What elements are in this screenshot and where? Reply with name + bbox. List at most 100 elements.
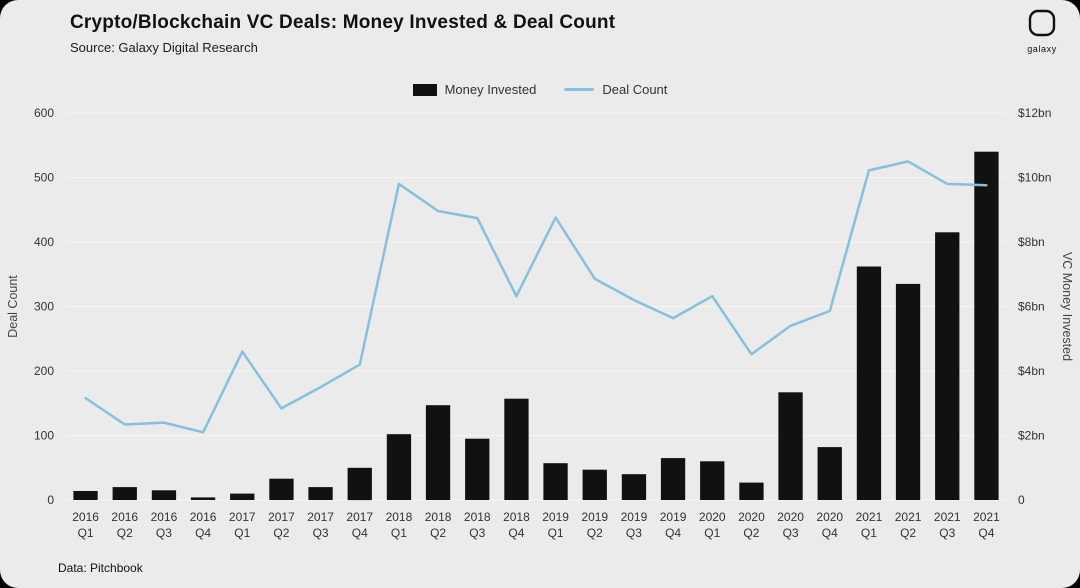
- legend-label-money-invested: Money Invested: [444, 82, 537, 97]
- x-tick-quarter: Q3: [313, 526, 329, 540]
- legend-item-money-invested: Money Invested: [412, 82, 537, 97]
- x-tick-quarter: Q4: [508, 526, 524, 540]
- x-tick-quarter: Q3: [626, 526, 642, 540]
- right-axis-tick: $4bn: [1018, 364, 1045, 378]
- bar-2016-Q3: [151, 490, 177, 500]
- right-axis-title: VC Money Invested: [1060, 252, 1074, 361]
- x-tick-quarter: Q3: [939, 526, 955, 540]
- x-tick-year: 2020: [816, 510, 843, 524]
- left-axis-title: Deal Count: [6, 275, 20, 338]
- bar-2021-Q3: [935, 232, 960, 501]
- x-tick-year: 2018: [503, 510, 530, 524]
- bar-2017-Q1: [230, 493, 255, 500]
- x-tick-year: 2019: [621, 510, 648, 524]
- left-axis-tick: 400: [34, 235, 54, 249]
- legend-item-deal-count: Deal Count: [564, 82, 667, 97]
- deal-count-swatch: [564, 88, 595, 91]
- x-tick-quarter: Q2: [430, 526, 446, 540]
- x-tick-year: 2018: [425, 510, 452, 524]
- bar-2021-Q4: [974, 151, 999, 500]
- bar-2021-Q1: [856, 266, 882, 500]
- bar-2019-Q3: [621, 474, 647, 500]
- x-tick-year: 2019: [581, 510, 608, 524]
- bar-2019-Q2: [582, 469, 607, 500]
- x-tick-year: 2016: [72, 510, 99, 524]
- chart-legend: Money Invested Deal Count: [0, 82, 1080, 97]
- x-tick-year: 2016: [190, 510, 217, 524]
- money-invested-bars: [73, 151, 999, 501]
- x-tick-quarter: Q3: [783, 526, 799, 540]
- data-source-note: Data: Pitchbook: [58, 561, 143, 575]
- left-axis-tick: 200: [34, 364, 54, 378]
- x-tick-quarter: Q2: [117, 526, 133, 540]
- x-tick-year: 2021: [856, 510, 883, 524]
- x-tick-quarter: Q1: [391, 526, 407, 540]
- axis-labels: 0 100 200 300 400 500 600 0 $2bn $4bn $6bn $8bn $10b…: [6, 106, 1074, 540]
- x-tick-quarter: Q1: [234, 526, 250, 540]
- x-tick-year: 2021: [895, 510, 922, 524]
- bar-2020-Q2: [739, 482, 764, 500]
- x-tick-quarter: Q4: [195, 526, 211, 540]
- x-tick-quarter: Q4: [822, 526, 838, 540]
- x-tick-quarter: Q1: [548, 526, 564, 540]
- left-axis-tick: 300: [34, 300, 54, 314]
- x-tick-year: 2021: [973, 510, 1000, 524]
- bar-2020-Q1: [700, 461, 725, 500]
- x-tick-year: 2021: [934, 510, 961, 524]
- right-axis-tick: $12bn: [1018, 106, 1051, 120]
- vc-deals-combo-chart: 0 100 200 300 400 500 600 0 $2bn $4bn $6bn $8bn $10b…: [6, 106, 1074, 540]
- x-tick-year: 2019: [542, 510, 569, 524]
- bar-2019-Q1: [543, 463, 568, 500]
- right-axis-tick: $8bn: [1018, 235, 1045, 249]
- galaxy-logo: galaxy: [1018, 8, 1066, 54]
- x-tick-quarter: Q4: [352, 526, 368, 540]
- bar-2017-Q4: [347, 467, 372, 501]
- bar-2018-Q3: [465, 438, 490, 500]
- bar-2016-Q1: [73, 491, 98, 500]
- bar-2017-Q2: [269, 478, 294, 500]
- x-tick-quarter: Q1: [861, 526, 877, 540]
- left-axis-tick: 0: [47, 493, 54, 507]
- bar-2021-Q2: [895, 283, 921, 500]
- deal-count-polyline: [84, 160, 988, 434]
- bar-2016-Q4: [190, 497, 216, 500]
- x-tick-year: 2020: [738, 510, 765, 524]
- x-tick-quarter: Q2: [273, 526, 289, 540]
- right-axis-tick: $10bn: [1018, 171, 1051, 185]
- x-tick-quarter: Q1: [78, 526, 94, 540]
- x-tick-year: 2017: [346, 510, 373, 524]
- bar-2018-Q4: [504, 398, 529, 500]
- x-tick-year: 2020: [699, 510, 726, 524]
- right-axis-tick: $6bn: [1018, 300, 1045, 314]
- bar-2018-Q2: [425, 405, 451, 500]
- x-tick-year: 2019: [660, 510, 687, 524]
- x-tick-quarter: Q4: [978, 526, 994, 540]
- x-tick-year: 2018: [386, 510, 413, 524]
- source-subtitle: Source: Galaxy Digital Research: [70, 40, 258, 55]
- right-axis-tick: 0: [1018, 493, 1025, 507]
- chart-area: 0 100 200 300 400 500 600 0 $2bn $4bn $6bn $8bn $10b…: [0, 95, 1080, 560]
- bar-2020-Q4: [817, 447, 842, 500]
- x-tick-quarter: Q2: [587, 526, 603, 540]
- bar-2019-Q4: [660, 458, 686, 500]
- left-axis-tick: 100: [34, 429, 54, 443]
- money-invested-swatch: [412, 83, 437, 96]
- x-tick-quarter: Q2: [743, 526, 759, 540]
- x-tick-year: 2017: [268, 510, 295, 524]
- x-tick-year: 2020: [777, 510, 804, 524]
- bar-2018-Q1: [386, 434, 412, 500]
- x-tick-quarter: Q3: [469, 526, 485, 540]
- left-axis-tick: 500: [34, 171, 54, 185]
- x-tick-quarter: Q2: [900, 526, 916, 540]
- bar-2017-Q3: [308, 487, 333, 500]
- x-tick-year: 2016: [151, 510, 178, 524]
- x-tick-quarter: Q3: [156, 526, 172, 540]
- x-tick-year: 2017: [229, 510, 256, 524]
- page-title: Crypto/Blockchain VC Deals: Money Invest…: [70, 12, 616, 33]
- bar-2016-Q2: [112, 487, 137, 500]
- x-tick-quarter: Q1: [704, 526, 720, 540]
- left-axis-tick: 600: [34, 106, 54, 120]
- galaxy-wordmark: galaxy: [1027, 44, 1057, 54]
- x-tick-year: 2016: [111, 510, 138, 524]
